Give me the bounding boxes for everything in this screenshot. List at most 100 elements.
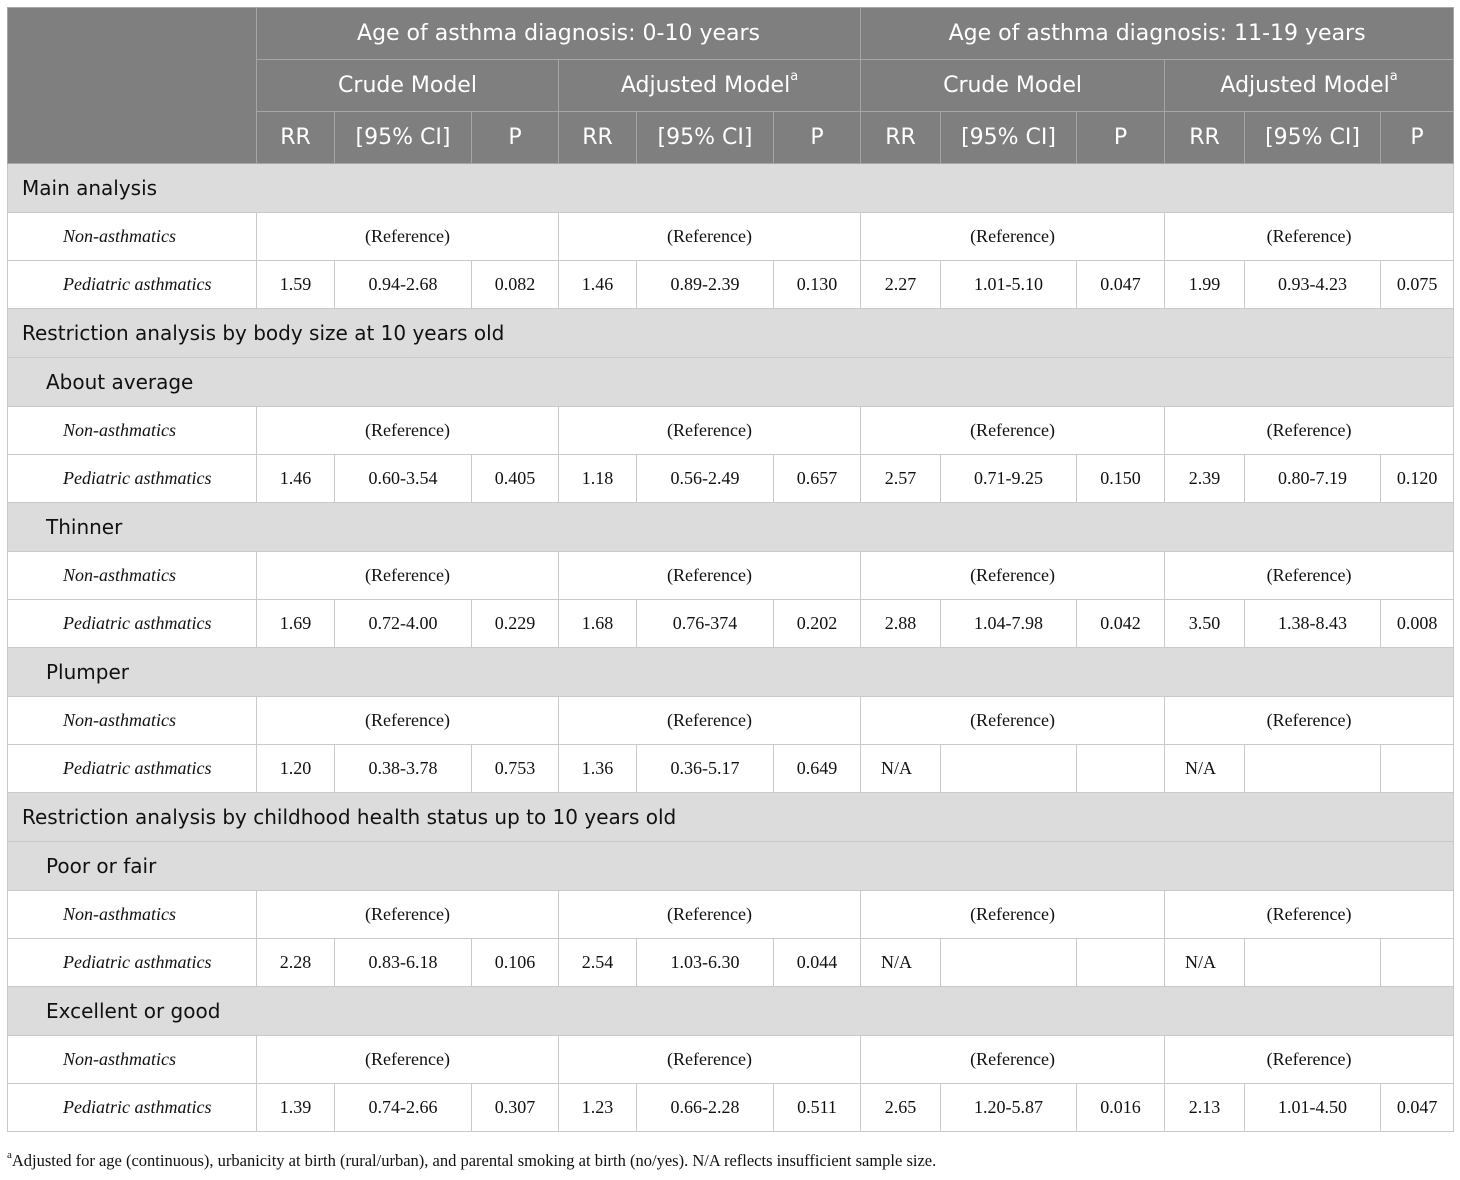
ci-cell: 0.38-3.78 [334, 744, 472, 793]
section-header-row: Restriction analysis by childhood health… [6, 792, 1455, 842]
ci-cell: 0.94-2.68 [334, 260, 472, 309]
col-header-rr: RR [558, 111, 637, 164]
p-value-cell: 0.130 [772, 260, 862, 309]
p-value-cell: 0.047 [1076, 260, 1166, 309]
ci-cell: 1.01-5.10 [940, 260, 1078, 309]
subsection-label: Plumper [6, 647, 1455, 697]
ci-cell: 1.03-6.30 [636, 938, 774, 987]
reference-row: Non-asthmatics (Reference) (Reference) (Ref… [7, 890, 1455, 939]
reference-cell: (Reference) [1164, 696, 1455, 745]
rr-cell: 2.13 [1164, 1083, 1246, 1132]
ci-cell: 0.71-9.25 [940, 454, 1078, 503]
rr-cell: 1.20 [256, 744, 335, 793]
reference-row: Non-asthmatics (Reference) (Reference) (Ref… [7, 1035, 1455, 1084]
row-label: Pediatric asthmatics [7, 744, 257, 793]
col-header-ci: [95% CI] [940, 111, 1078, 164]
p-value-cell: 0.047 [1380, 1083, 1455, 1132]
ci-cell: 0.89-2.39 [636, 260, 774, 309]
col-header-p: P [471, 111, 559, 164]
p-value-cell: 0.044 [772, 938, 862, 987]
p-value-cell: 0.120 [1380, 454, 1455, 503]
rr-cell: 1.36 [558, 744, 637, 793]
col-header-p: P [1076, 111, 1166, 164]
p-value-cell: 0.075 [1380, 260, 1455, 309]
subsection-header-row: Thinner [6, 502, 1455, 552]
p-value-cell [1380, 744, 1455, 793]
row-label: Pediatric asthmatics [7, 1083, 257, 1132]
p-value-cell [1380, 938, 1455, 987]
reference-cell: (Reference) [860, 1035, 1166, 1084]
table-row: Pediatric asthmatics 1.59 0.94-2.68 0.082 1.… [7, 260, 1455, 309]
col-header-ci: [95% CI] [334, 111, 472, 164]
row-label: Pediatric asthmatics [7, 938, 257, 987]
footnote-mark: a [7, 1149, 12, 1161]
p-value-cell: 0.649 [772, 744, 862, 793]
col-header-rr: RR [256, 111, 335, 164]
subsection-label: About average [6, 357, 1455, 407]
row-label: Non-asthmatics [7, 696, 257, 745]
subsection-header-row: Plumper [6, 647, 1455, 697]
section-label: Main analysis [6, 163, 1455, 213]
reference-cell: (Reference) [256, 406, 559, 455]
adjusted-model-header: Adjusted Modela [1164, 59, 1455, 112]
rr-cell: 2.65 [860, 1083, 942, 1132]
rr-cell: 1.69 [256, 599, 335, 648]
col-header-rr: RR [860, 111, 942, 164]
results-table-container: Age of asthma diagnosis: 0-10 years Age … [6, 7, 1455, 1132]
reference-row: Non-asthmatics (Reference) (Reference) (Ref… [7, 696, 1455, 745]
section-header-row: Main analysis [6, 163, 1455, 213]
rr-cell: 2.54 [558, 938, 637, 987]
ci-cell: 0.76-374 [636, 599, 774, 648]
section-label: Restriction analysis by childhood health… [6, 792, 1455, 842]
subsection-label: Thinner [6, 502, 1455, 552]
p-value-cell: 0.753 [471, 744, 559, 793]
reference-cell: (Reference) [1164, 1035, 1455, 1084]
rr-cell: 2.27 [860, 260, 942, 309]
rr-cell: 1.23 [558, 1083, 637, 1132]
col-header-p: P [772, 111, 862, 164]
p-value-cell: 0.307 [471, 1083, 559, 1132]
reference-cell: (Reference) [256, 551, 559, 600]
rr-cell: 2.39 [1164, 454, 1246, 503]
reference-cell: (Reference) [860, 551, 1166, 600]
reference-row: Non-asthmatics (Reference) (Reference) (Ref… [7, 212, 1455, 261]
group-header-0-10: Age of asthma diagnosis: 0-10 years [255, 7, 862, 60]
reference-cell: (Reference) [557, 551, 862, 600]
table-row: Pediatric asthmatics 1.69 0.72-4.00 0.229 1.… [7, 599, 1455, 648]
reference-cell: (Reference) [860, 696, 1166, 745]
col-header-p: P [1380, 111, 1455, 164]
results-table: Age of asthma diagnosis: 0-10 years Age … [6, 7, 1455, 1132]
ci-cell: 1.20-5.87 [940, 1083, 1078, 1132]
reference-cell: (Reference) [256, 212, 559, 261]
rr-cell: 3.50 [1164, 599, 1246, 648]
rr-cell: N/A [860, 744, 942, 793]
p-value-cell: 0.229 [471, 599, 559, 648]
row-label: Pediatric asthmatics [7, 260, 257, 309]
group-header-11-19: Age of asthma diagnosis: 11-19 years [860, 7, 1455, 60]
subsection-header-row: About average [6, 357, 1455, 407]
subsection-header-row: Excellent or good [6, 986, 1455, 1036]
rr-cell: 1.18 [558, 454, 637, 503]
table-body: Main analysis Non-asthmatics (Reference) (R… [6, 163, 1455, 1132]
p-value-cell [1076, 938, 1166, 987]
table-header: Age of asthma diagnosis: 0-10 years Age … [7, 7, 1455, 164]
ci-cell: 1.04-7.98 [940, 599, 1078, 648]
ci-cell: 0.36-5.17 [636, 744, 774, 793]
adjusted-model-label: Adjusted Model [1220, 73, 1390, 98]
p-value-cell: 0.405 [471, 454, 559, 503]
reference-cell: (Reference) [256, 696, 559, 745]
reference-cell: (Reference) [860, 890, 1166, 939]
reference-cell: (Reference) [1164, 890, 1455, 939]
p-value-cell: 0.008 [1380, 599, 1455, 648]
p-value-cell: 0.657 [772, 454, 862, 503]
rr-cell: 2.88 [860, 599, 942, 648]
adjusted-model-header: Adjusted Modela [557, 59, 862, 112]
reference-cell: (Reference) [557, 890, 862, 939]
section-header-row: Restriction analysis by body size at 10 … [6, 308, 1455, 358]
ci-cell: 0.66-2.28 [636, 1083, 774, 1132]
reference-cell: (Reference) [557, 212, 862, 261]
p-value-cell: 0.150 [1076, 454, 1166, 503]
row-label: Non-asthmatics [7, 890, 257, 939]
header-blank-cell [7, 7, 257, 164]
rr-cell: 1.68 [558, 599, 637, 648]
